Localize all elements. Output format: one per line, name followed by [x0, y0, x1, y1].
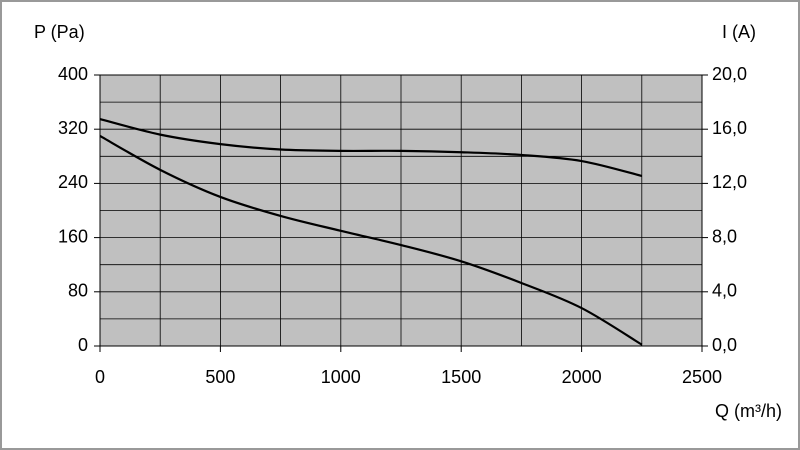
x-tick-label: 1000 — [321, 367, 361, 387]
y2-tick-label: 16,0 — [712, 118, 747, 138]
x-tick-label: 2000 — [562, 367, 602, 387]
y-tick-label: 0 — [78, 335, 88, 355]
y2-tick-label: 0,0 — [712, 335, 737, 355]
y-tick-label: 240 — [58, 172, 88, 192]
y-tick-label: 320 — [58, 118, 88, 138]
y-tick-label: 160 — [58, 226, 88, 246]
y2-tick-label: 20,0 — [712, 64, 747, 84]
y2-tick-label: 4,0 — [712, 281, 737, 301]
y-tick-label: 400 — [58, 64, 88, 84]
x-tick-label: 0 — [95, 367, 105, 387]
curve — [99, 135, 643, 346]
y2-tick-label: 8,0 — [712, 226, 737, 246]
x-tick-label: 2500 — [682, 367, 722, 387]
x-tick-label: 1500 — [441, 367, 481, 387]
y2-tick-label: 12,0 — [712, 172, 747, 192]
x-axis-label: Q (m³/h) — [715, 401, 782, 421]
x-tick-label: 500 — [205, 367, 235, 387]
curve — [99, 117, 643, 178]
y2-axis-label: I (A) — [722, 22, 756, 42]
y-tick-label: 80 — [68, 281, 88, 301]
y-axis-label: P (Pa) — [34, 22, 85, 42]
